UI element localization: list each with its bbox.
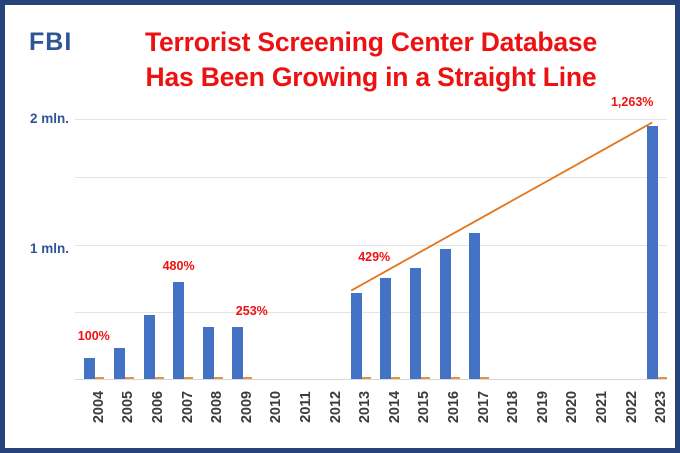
- plot-area: 100% 480% 253% 429% 1,263%: [75, 95, 667, 380]
- fbi-logo: FBI: [29, 28, 73, 56]
- x-axis-tick-label: 2012: [327, 390, 344, 424]
- x-axis-tick-label: 2005: [120, 390, 137, 424]
- x-axis-tick-2014: 2014: [377, 383, 403, 439]
- x-axis-tick-2019: 2019: [525, 383, 551, 439]
- x-axis-tick-2004: 2004: [81, 383, 107, 439]
- x-axis-tick-label: 2020: [564, 390, 581, 424]
- x-axis-tick-2022: 2022: [614, 383, 640, 439]
- bar-2015: [409, 267, 421, 379]
- chart-title: Terrorist Screening Center Database Has …: [91, 25, 651, 95]
- data-label-2023: 1,263%: [610, 94, 654, 109]
- x-axis-tick-2018: 2018: [495, 383, 521, 439]
- x-axis-tick-2008: 2008: [199, 383, 225, 439]
- secondary-bar-2006: [154, 377, 164, 379]
- bar-2008: [202, 327, 214, 379]
- y-axis-label-2mln: 2 mln.: [29, 111, 69, 126]
- x-axis-tick-2023: 2023: [643, 383, 669, 439]
- x-axis-tick-2016: 2016: [436, 383, 462, 439]
- secondary-bar-2009: [243, 377, 253, 379]
- bar-2023: [646, 125, 658, 379]
- x-axis-tick-2013: 2013: [347, 383, 373, 439]
- secondary-bar-2004: [95, 377, 105, 379]
- chart-title-line-2: Has Been Growing in a Straight Line: [145, 61, 597, 92]
- chart-title-line-1: Terrorist Screening Center Database: [144, 27, 597, 57]
- x-axis-tick-label: 2023: [653, 390, 670, 424]
- x-axis-tick-2020: 2020: [554, 383, 580, 439]
- x-axis-tick-2005: 2005: [110, 383, 136, 439]
- x-axis-tick-label: 2008: [209, 390, 226, 424]
- x-axis-tick-label: 2016: [446, 390, 462, 424]
- y-axis-label-1mln: 1 mln.: [29, 241, 69, 256]
- data-label-2007: 480%: [162, 259, 195, 274]
- x-axis-tick-2017: 2017: [466, 383, 492, 439]
- bar-2004: [84, 358, 96, 379]
- x-axis-tick-label: 2021: [594, 390, 610, 424]
- x-axis-tick-label: 2007: [179, 390, 196, 424]
- secondary-bar-2016: [450, 377, 460, 379]
- secondary-bar-2013: [361, 377, 371, 379]
- secondary-bar-2017: [480, 377, 490, 379]
- trendline: [350, 121, 653, 292]
- bar-2005: [113, 348, 125, 379]
- x-axis: 2004 2005 2006 2007 2008 2009 2010 2011 2012 2013…: [75, 383, 669, 443]
- secondary-bar-2014: [391, 377, 401, 379]
- x-axis-tick-2010: 2010: [258, 383, 284, 439]
- x-axis-tick-label: 2019: [534, 390, 551, 424]
- x-axis-tick-label: 2017: [475, 390, 492, 424]
- x-axis-tick-2011: 2011: [288, 383, 314, 439]
- x-axis-tick-label: 2010: [268, 390, 285, 424]
- x-axis-tick-label: 2018: [505, 390, 522, 424]
- secondary-bar-2007: [184, 377, 194, 379]
- x-axis-tick-2006: 2006: [140, 383, 166, 439]
- x-axis-tick-label: 2022: [623, 390, 640, 424]
- bar-2007: [173, 282, 185, 379]
- x-axis-tick-2012: 2012: [318, 383, 344, 439]
- bar-2013: [350, 292, 362, 379]
- gridline-1000k: [75, 245, 667, 246]
- bar-2014: [380, 278, 392, 379]
- x-axis-tick-label: 2006: [150, 390, 166, 424]
- x-axis-tick-label: 2004: [90, 390, 107, 424]
- secondary-bar-2015: [420, 377, 430, 379]
- x-axis-tick-label: 2011: [298, 391, 314, 423]
- secondary-bar-2005: [124, 377, 134, 379]
- x-axis-tick-2007: 2007: [170, 383, 196, 439]
- axis-baseline: [75, 379, 667, 380]
- bar-2006: [143, 315, 155, 379]
- bar-2017: [469, 233, 481, 379]
- x-axis-tick-2015: 2015: [406, 383, 432, 439]
- data-label-2013: 429%: [358, 249, 391, 264]
- chart-canvas: FBI Terrorist Screening Center Database …: [7, 7, 673, 446]
- data-label-2004: 100%: [77, 329, 110, 344]
- x-axis-tick-2021: 2021: [584, 383, 610, 439]
- x-axis-tick-label: 2014: [386, 390, 403, 424]
- y-axis: 2 mln. 1 mln.: [7, 107, 69, 380]
- gridline-2000k: [75, 119, 667, 120]
- data-label-2009: 253%: [235, 304, 268, 318]
- gridline-500k: [75, 312, 667, 313]
- x-axis-tick-label: 2015: [416, 390, 433, 424]
- x-axis-tick-label: 2009: [238, 390, 255, 424]
- x-axis-tick-label: 2013: [357, 390, 374, 424]
- x-axis-tick-2009: 2009: [229, 383, 255, 439]
- bar-2016: [439, 249, 451, 379]
- bar-2009: [232, 327, 244, 379]
- secondary-bar-2023: [657, 377, 667, 379]
- gridline-1500k: [75, 177, 667, 178]
- secondary-bar-2008: [213, 377, 223, 379]
